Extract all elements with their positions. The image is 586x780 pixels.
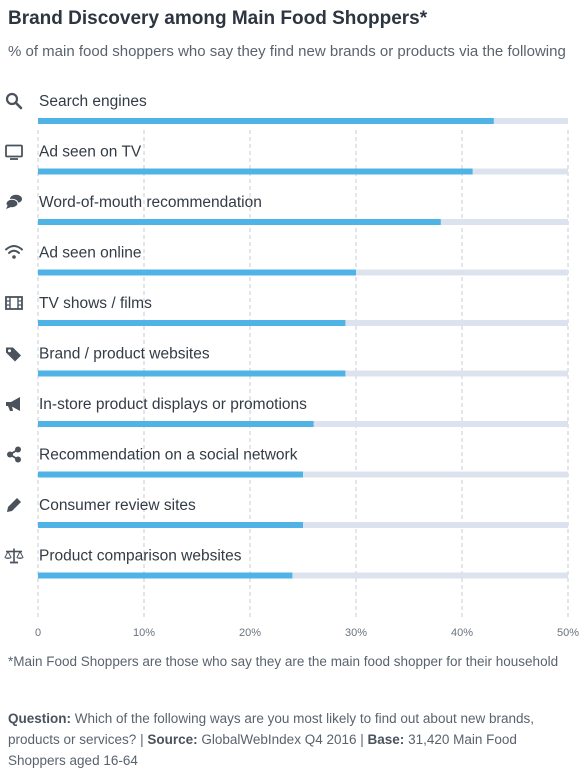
category-label: Ad seen on TV [39,144,142,161]
category-label: In-store product displays or promotions [39,396,307,413]
bar-track [38,572,568,579]
film-icon [5,296,23,310]
x-tick-label: 10% [133,627,155,639]
bar [38,522,303,528]
category-label: Consumer review sites [39,497,196,514]
chart-subtitle: % of main food shoppers who say they fin… [8,43,566,60]
tags-icon [6,347,21,362]
x-tick-label: 0 [35,627,41,639]
base-text: 31,420 Main Food Shoppers aged 16-64 [8,732,517,768]
x-tick-label: 50% [557,627,579,639]
base-label: Base: [367,732,405,747]
megaphone-icon [6,397,20,411]
category-label: Brand / product websites [39,346,210,363]
bar-chart: 0 10% 20% 30% 40% 50% Search engines Ad seen on… [4,92,579,639]
bar [38,118,494,124]
wifi-icon [5,245,23,259]
category-label: TV shows / films [39,295,152,312]
x-tick-label: 30% [345,627,367,639]
category-label: Search engines [39,93,147,110]
separator: | [360,732,368,747]
x-tick-label: 20% [239,627,261,639]
bar [38,572,293,579]
bar [38,219,441,225]
pencil-icon [7,498,21,512]
search-icon [5,92,23,110]
source-text: GlobalWebIndex Q4 2016 [201,732,357,747]
question-label: Question: [8,711,71,726]
footnote: *Main Food Shoppers are those who say th… [8,654,559,669]
bar [38,269,356,276]
bar [38,320,346,326]
category-label: Recommendation on a social network [39,447,298,464]
category-label: Product comparison websites [39,548,242,565]
bar [38,168,473,175]
chart-title: Brand Discovery among Main Food Shoppers… [8,8,428,29]
question-text: Which of the following ways are you most… [8,711,535,747]
share-icon [7,446,21,463]
x-tick-label: 40% [451,627,473,639]
tv-icon [5,144,23,160]
bar [38,421,314,427]
source-label: Source: [147,732,198,747]
chat-icon [5,194,22,209]
scales-icon [4,548,24,564]
separator: | [140,732,148,747]
category-label: Word-of-mouth recommendation [39,194,262,211]
bar [38,471,303,478]
bar [38,370,346,377]
question-block: Question: Which of the following ways ar… [8,708,568,771]
category-label: Ad seen online [39,245,142,262]
